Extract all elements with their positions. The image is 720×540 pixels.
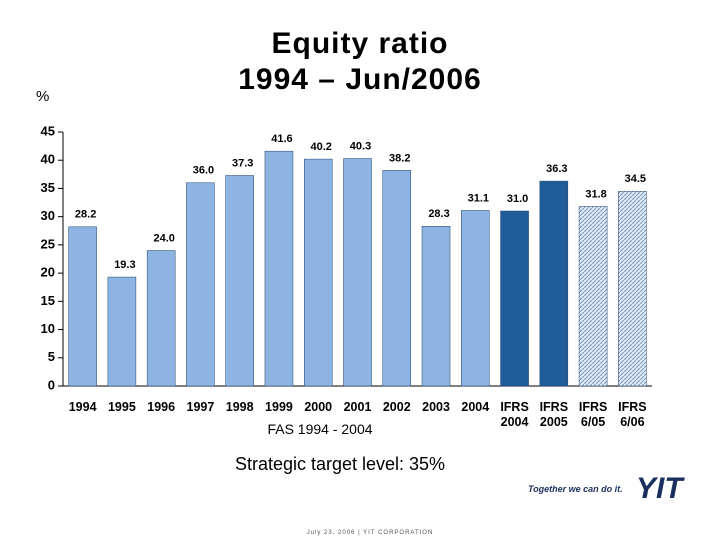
value-label: 28.3 [428, 208, 449, 220]
x-tick-label: IFRS 2005 [539, 400, 569, 429]
slogan: Together we can do it. [528, 484, 623, 494]
x-tick-label: 2002 [382, 400, 411, 414]
y-tick-label: 40 [41, 152, 55, 167]
bar [500, 210, 529, 387]
x-tick-label: IFRS 6/05 [578, 400, 608, 429]
bar [264, 150, 294, 387]
x-tick-label: IFRS 6/06 [618, 400, 647, 429]
y-tick-label: 5 [48, 349, 55, 364]
bar [343, 158, 372, 387]
subtitle: Strategic target level: 35% [234, 454, 446, 474]
x-tick-label: 2003 [422, 400, 450, 414]
y-tick-label: 0 [48, 377, 55, 392]
x-tick-label: IFRS 2004 [500, 400, 529, 429]
x-tick-label: 2001 [343, 400, 372, 414]
value-label: 24.0 [153, 232, 174, 244]
value-label: 28.2 [75, 209, 96, 221]
bar [382, 170, 412, 387]
y-tick-label: 25 [41, 236, 55, 251]
y-tick-label: 10 [41, 321, 55, 336]
value-label: 19.3 [114, 259, 135, 271]
bar [303, 158, 333, 387]
value-label: 34.5 [625, 173, 646, 185]
value-label: 41.6 [271, 133, 292, 145]
footer: July 23, 2006 | YIT CORPORATION [306, 530, 434, 536]
bar [146, 250, 176, 387]
annotation: FAS 1994 - 2004 [267, 421, 373, 437]
y-tick-label: 20 [41, 265, 55, 280]
chart-title: Equity ratio 1994 – Jun/2006 [238, 27, 482, 96]
value-label: 31.1 [468, 192, 489, 204]
bar [539, 180, 569, 387]
value-label: 31.8 [585, 188, 606, 200]
logo: YIT [636, 472, 683, 505]
value-label: 36.3 [546, 163, 567, 175]
x-tick-label: 1998 [225, 400, 254, 414]
y-tick-label: 35 [41, 180, 55, 195]
value-label: 37.3 [232, 157, 253, 169]
value-label: 40.2 [311, 141, 332, 153]
y-axis-label: % [36, 88, 50, 105]
x-tick-label: 1999 [265, 400, 293, 414]
x-tick-label: 1997 [186, 400, 215, 414]
x-tick-label: 2000 [304, 400, 333, 414]
value-label: 40.3 [350, 140, 371, 152]
bar [186, 182, 215, 387]
y-tick-label: 45 [41, 123, 55, 138]
x-tick-label: 1996 [147, 400, 176, 414]
value-label: 31.0 [507, 193, 528, 205]
x-tick-label: 2004 [461, 400, 490, 414]
x-tick-label: 1994 [68, 400, 97, 414]
bar [578, 206, 608, 387]
value-label: 38.2 [389, 152, 410, 164]
bar [225, 175, 254, 387]
bar [68, 226, 97, 387]
x-tick-label: 1995 [107, 400, 136, 414]
y-tick-label: 15 [41, 293, 55, 308]
bar [107, 276, 137, 387]
bar [461, 210, 490, 387]
bar [421, 226, 451, 387]
value-label: 36.0 [193, 165, 214, 177]
y-tick-label: 30 [41, 208, 55, 223]
bar [618, 191, 647, 387]
